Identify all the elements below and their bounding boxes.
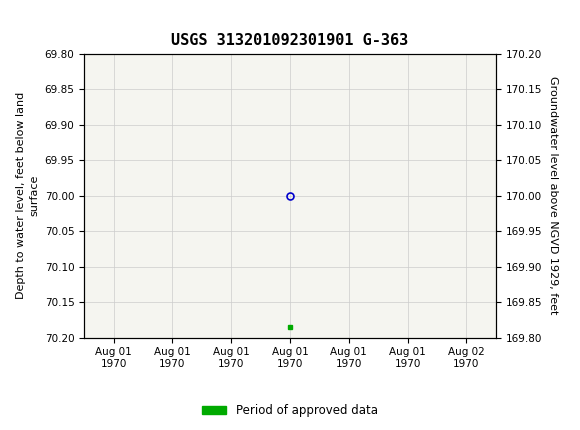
Text: USGS 313201092301901 G-363: USGS 313201092301901 G-363 <box>171 34 409 48</box>
Legend: Period of approved data: Period of approved data <box>198 399 382 422</box>
Text: USGS: USGS <box>44 9 95 27</box>
Y-axis label: Depth to water level, feet below land
surface: Depth to water level, feet below land su… <box>16 92 39 299</box>
Y-axis label: Groundwater level above NGVD 1929, feet: Groundwater level above NGVD 1929, feet <box>548 77 558 315</box>
